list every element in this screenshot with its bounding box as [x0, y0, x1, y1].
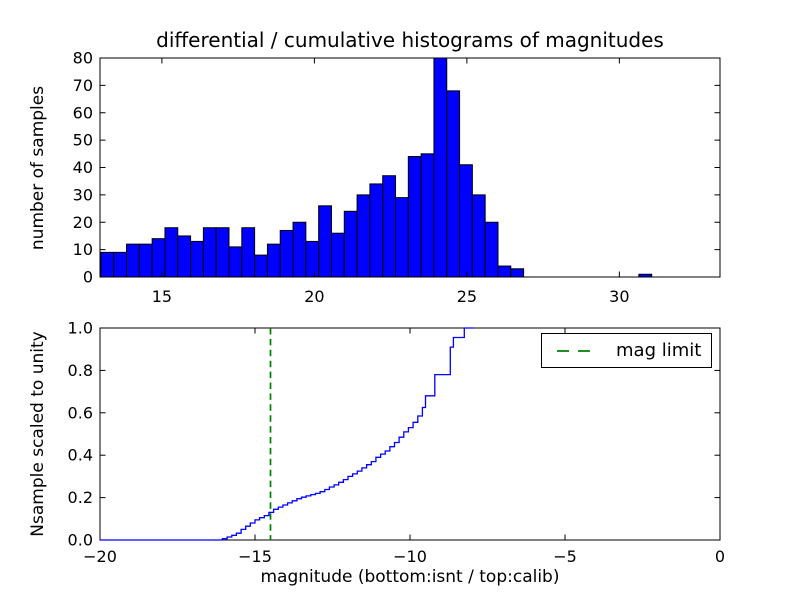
histogram-bar [202, 227, 217, 278]
x-tick-label: 20 [304, 287, 324, 306]
y-tick-label: 20 [73, 213, 93, 232]
y-tick-label: 60 [73, 103, 93, 122]
cumulative-step-line [100, 327, 474, 541]
y-tick-label: 0.2 [68, 488, 93, 507]
y-tick-label: 0.8 [68, 361, 93, 380]
x-tick-label: −15 [238, 547, 272, 566]
y-tick-label: 70 [73, 76, 93, 95]
y-tick-label: 30 [73, 185, 93, 204]
histogram-bar [279, 229, 294, 278]
histogram-bar [228, 246, 243, 278]
histogram-bar [471, 194, 486, 278]
histogram-bar [395, 197, 409, 278]
histogram-bar [177, 235, 192, 278]
histogram-bar [254, 254, 268, 278]
x-tick-label: 15 [152, 287, 172, 306]
histogram-bar [459, 164, 473, 278]
histogram-bar [241, 227, 256, 278]
histogram-bar [433, 57, 448, 278]
y-tick-label: 0 [83, 268, 93, 287]
x-tick-label: −10 [393, 547, 427, 566]
histogram-bar [266, 243, 281, 278]
dashed-line-sample [557, 349, 591, 352]
x-tick-label: −5 [553, 547, 577, 566]
histogram-bar [215, 227, 230, 278]
x-tick-label: 0 [715, 547, 725, 566]
histogram-bar [151, 238, 166, 278]
histogram-bar [407, 156, 422, 278]
histogram-bar [318, 205, 332, 278]
histogram-bar [382, 175, 397, 278]
x-tick-label: −20 [83, 547, 117, 566]
histogram-bar [330, 232, 345, 278]
histogram-bar [164, 227, 179, 278]
histogram-bar [510, 268, 525, 278]
y-tick-label: 1.0 [68, 319, 93, 338]
histogram-bar [484, 221, 499, 278]
histogram-bar [126, 243, 140, 278]
histogram-bar [138, 243, 153, 278]
histogram-bar [113, 251, 128, 278]
y-tick-label: 0.6 [68, 403, 93, 422]
top-y-axis-label: number of samples [28, 85, 48, 251]
histogram-bar [420, 153, 435, 278]
y-tick-label: 10 [73, 240, 93, 259]
histogram-bar [100, 251, 115, 278]
x-tick-label: 30 [609, 287, 629, 306]
y-tick-label: 50 [73, 131, 93, 150]
histogram-bar [343, 210, 358, 278]
histogram-bar [369, 183, 384, 278]
legend-box: mag limit [541, 333, 712, 368]
histogram-bar [497, 265, 512, 278]
y-tick-label: 0.4 [68, 446, 93, 465]
bottom-x-axis-label: magnitude (bottom:isnt / top:calib) [260, 567, 560, 587]
histogram-bar [305, 240, 320, 278]
x-tick-label: 25 [457, 287, 477, 306]
histogram-bar [292, 221, 307, 278]
y-tick-label: 0.0 [68, 531, 93, 550]
figure-title: differential / cumulative histograms of … [156, 28, 664, 52]
histogram-bar [356, 194, 371, 278]
legend-label: mag limit [616, 340, 702, 361]
histogram-bar [446, 90, 461, 278]
bottom-y-axis-label: Nsample scaled to unity [28, 331, 48, 537]
y-tick-label: 80 [73, 49, 93, 68]
histogram-bar [190, 240, 204, 278]
y-tick-label: 40 [73, 158, 93, 177]
